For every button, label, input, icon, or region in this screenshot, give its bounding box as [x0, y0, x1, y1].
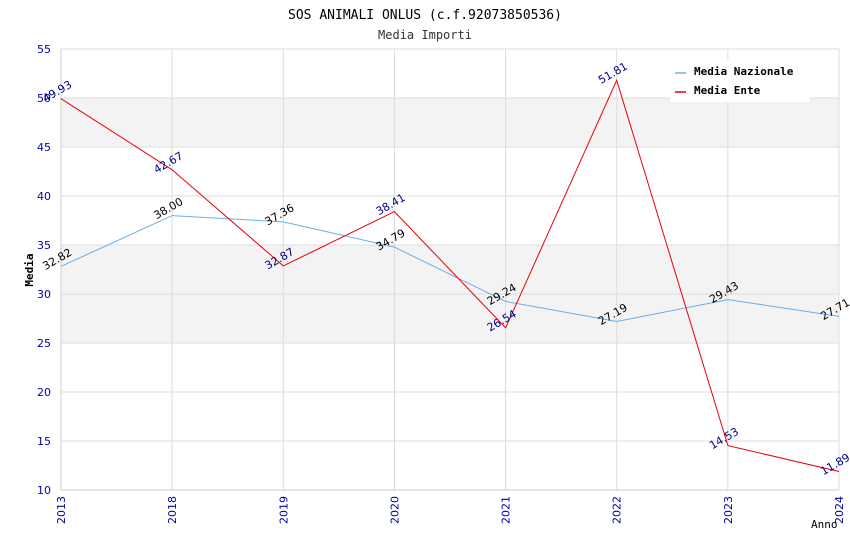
x-tick-labels: 2013 2018 2019 2020 2021 2022 2023 2024	[55, 496, 846, 524]
legend: Media Nazionale Media Ente	[670, 60, 810, 102]
y-tick-label-15: 15	[37, 435, 51, 448]
y-tick-label-55: 55	[37, 43, 51, 56]
series-lines	[60, 78, 840, 472]
grid-band-1	[61, 98, 839, 147]
y-tick-label-45: 45	[37, 141, 51, 154]
x-tick-label-2022: 2022	[611, 496, 624, 524]
y-tick-label-10: 10	[37, 484, 51, 497]
x-tick-label-2020: 2020	[388, 496, 401, 524]
point-label-media-ente-2023: 14.53	[707, 425, 741, 452]
y-axis-title: Media	[23, 253, 36, 286]
x-tick-label-2019: 2019	[277, 496, 290, 524]
point-label-media-ente-2022: 51.81	[596, 60, 630, 87]
x-tick-label-2024: 2024	[833, 496, 846, 524]
grid-lines	[61, 48, 840, 491]
point-label-media-ente-2018: 42.67	[152, 149, 186, 176]
point-label-media-ente-2020: 38.41	[374, 191, 408, 218]
y-tick-label-40: 40	[37, 190, 51, 203]
y-tick-label-30: 30	[37, 288, 51, 301]
point-label-media-nazionale-2018: 38.00	[152, 195, 186, 222]
y-tick-labels: 10 15 20 25 30 35 40 45 50 55	[37, 43, 51, 497]
y-tick-label-35: 35	[37, 239, 51, 252]
y-tick-label-50: 50	[37, 92, 51, 105]
y-tick-label-20: 20	[37, 386, 51, 399]
legend-box	[670, 60, 810, 102]
y-tick-label-25: 25	[37, 337, 51, 350]
x-tick-label-2021: 2021	[500, 496, 513, 524]
x-tick-label-2023: 2023	[722, 496, 735, 524]
legend-label-media-nazionale: Media Nazionale	[694, 65, 794, 78]
point-label-media-ente-2024: 11.89	[818, 451, 850, 478]
series-line-media-ente	[60, 78, 840, 472]
chart-title: SOS ANIMALI ONLUS (c.f.92073850536)	[288, 8, 562, 23]
x-tick-label-2018: 2018	[166, 496, 179, 524]
grid-bands	[61, 98, 839, 343]
x-tick-label-2013: 2013	[55, 496, 68, 524]
legend-label-media-ente: Media Ente	[694, 84, 761, 97]
chart-subtitle: Media Importi	[378, 28, 472, 42]
series-line-media-nazionale	[60, 215, 840, 323]
point-label-media-nazionale-2019: 37.36	[263, 201, 297, 228]
x-axis-title: Anno	[811, 518, 838, 531]
